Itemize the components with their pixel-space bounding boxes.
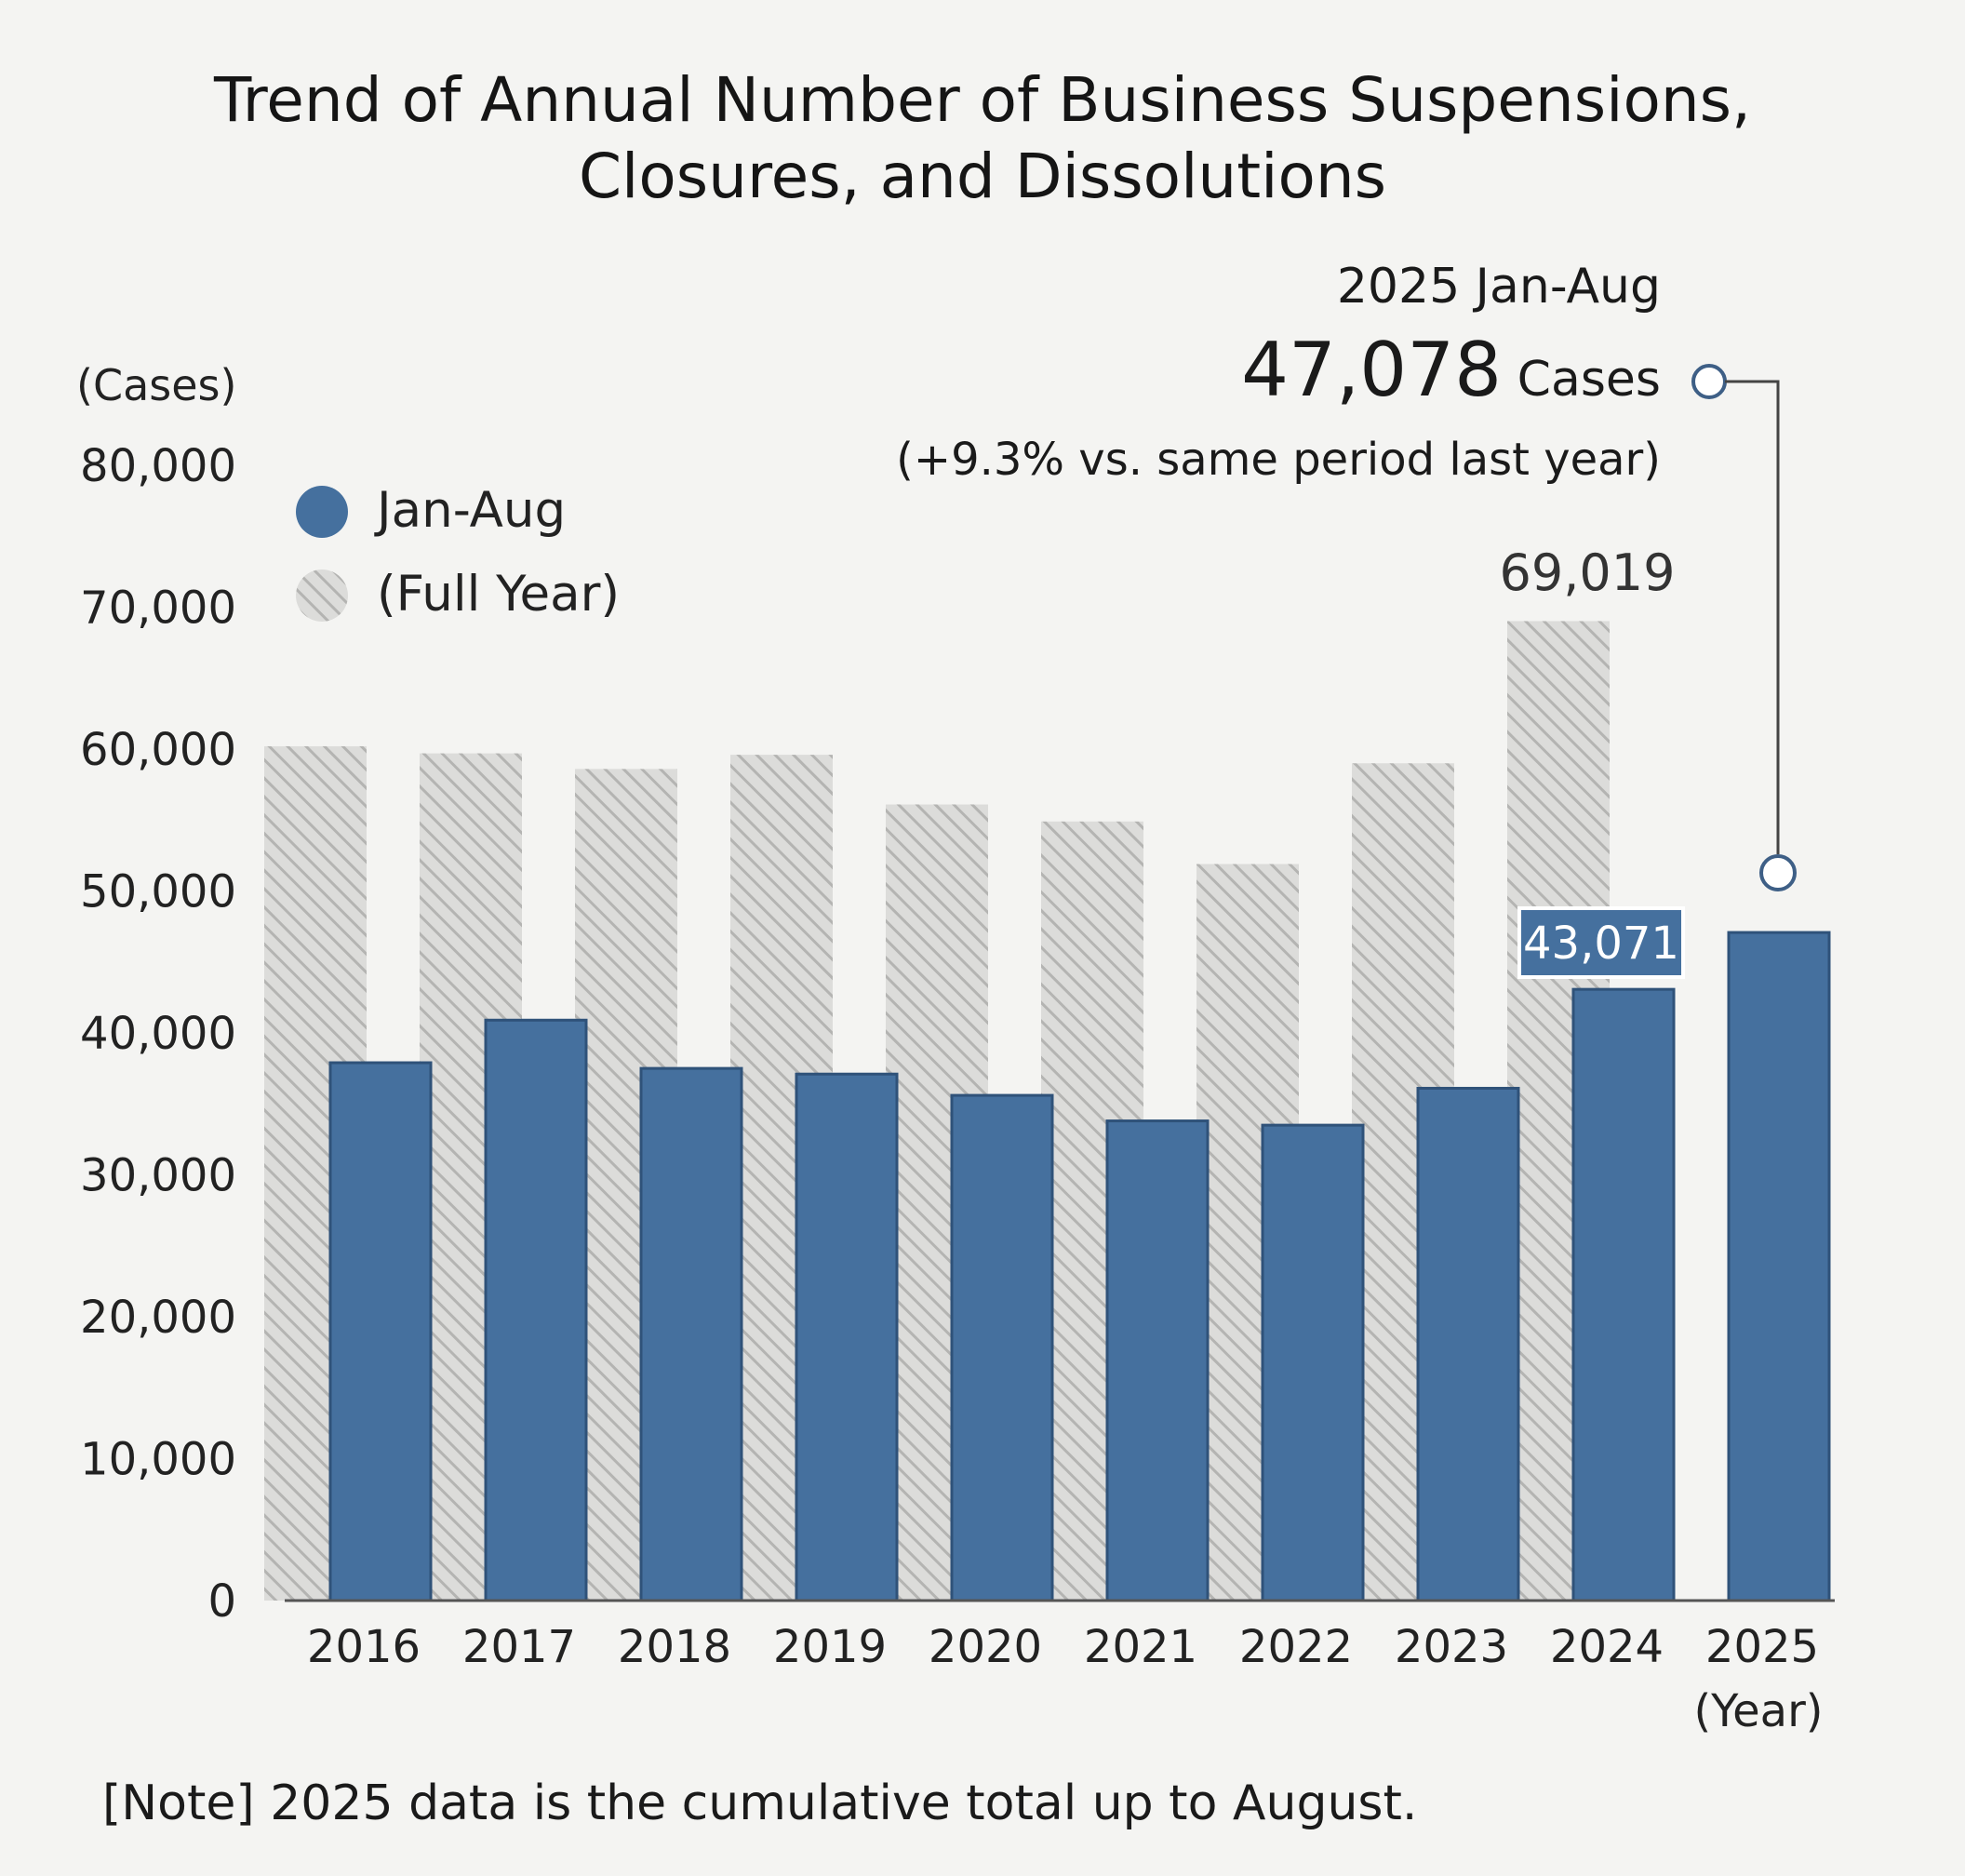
bar-jan-aug-2016: [328, 1061, 433, 1602]
bar-jan-aug-2019: [795, 1072, 899, 1602]
bar-jan-aug-2017: [484, 1018, 588, 1602]
callout-value: 47,078: [1241, 327, 1502, 413]
x-tick-label: 2023: [1395, 1621, 1508, 1673]
callout-marker-bottom: [1759, 854, 1797, 891]
full-year-series: [264, 621, 1610, 1601]
x-tick-label: 2021: [1084, 1621, 1197, 1673]
y-tick-label: 80,000: [80, 440, 236, 492]
callout-marker-top: [1691, 364, 1727, 399]
legend-label-jan-aug: Jan-Aug: [374, 482, 566, 539]
bar-jan-aug-2023: [1416, 1086, 1520, 1602]
legend-label-full-year: (Full Year): [377, 566, 620, 623]
data-label-jan-aug-2024: 43,071: [1523, 918, 1679, 970]
y-tick-label: 10,000: [80, 1434, 236, 1486]
bar-jan-aug-2024: [1571, 987, 1676, 1602]
bar-jan-aug-2020: [950, 1093, 1054, 1602]
x-tick-label: 2016: [307, 1621, 421, 1673]
data-label-jan-aug-2024-box: 43,071: [1517, 906, 1685, 979]
y-tick-label: 0: [207, 1575, 236, 1628]
callout-period: 2025 Jan-Aug: [1337, 259, 1661, 315]
x-axis-label: (Year): [1693, 1685, 1823, 1737]
y-axis-ticks: 0 10,000 20,000 30,000 40,000 50,000 60,000 70,…: [80, 440, 236, 1628]
y-tick-label: 50,000: [80, 866, 236, 918]
bar-jan-aug-2025: [1727, 931, 1831, 1602]
callout-leader-line: [1725, 380, 1780, 854]
x-axis-ticks: 2016 2017 2018 2019 2020 2021 2022 2023 2024 2025: [307, 1621, 1819, 1673]
x-tick-label: 2019: [773, 1621, 887, 1673]
x-tick-label: 2024: [1550, 1621, 1664, 1673]
x-tick-label: 2017: [462, 1621, 576, 1673]
footnote: [Note] 2025 data is the cumulative total…: [102, 1776, 1417, 1831]
jan-aug-series: [328, 931, 1831, 1602]
x-tick-label: 2020: [929, 1621, 1042, 1673]
y-tick-label: 30,000: [80, 1150, 236, 1202]
x-tick-label: 2022: [1239, 1621, 1353, 1673]
legend-swatch-full-year: [296, 570, 348, 622]
callout-change: (+9.3% vs. same period last year): [896, 434, 1661, 486]
x-tick-label: 2025: [1705, 1621, 1819, 1673]
y-tick-label: 60,000: [80, 724, 236, 776]
data-label-full-2024: 69,019: [1500, 543, 1676, 602]
y-axis-label: (Cases): [76, 360, 236, 410]
callout-unit: Cases: [1517, 352, 1661, 408]
chart-title-line-1: Trend of Annual Number of Business Suspe…: [213, 64, 1751, 136]
bar-jan-aug-2022: [1261, 1123, 1365, 1602]
bar-jan-aug-2021: [1105, 1119, 1210, 1602]
bar-jan-aug-2018: [639, 1066, 743, 1602]
y-tick-label: 40,000: [80, 1008, 236, 1060]
chart-title-line-2: Closures, and Dissolutions: [579, 141, 1386, 212]
x-tick-label: 2018: [618, 1621, 731, 1673]
y-tick-label: 20,000: [80, 1292, 236, 1344]
legend: Jan-Aug (Full Year): [296, 482, 620, 623]
callout: 2025 Jan-Aug 47,078 Cases (+9.3% vs. sam…: [896, 259, 1797, 891]
legend-swatch-jan-aug: [296, 486, 348, 538]
y-tick-label: 70,000: [80, 583, 236, 635]
